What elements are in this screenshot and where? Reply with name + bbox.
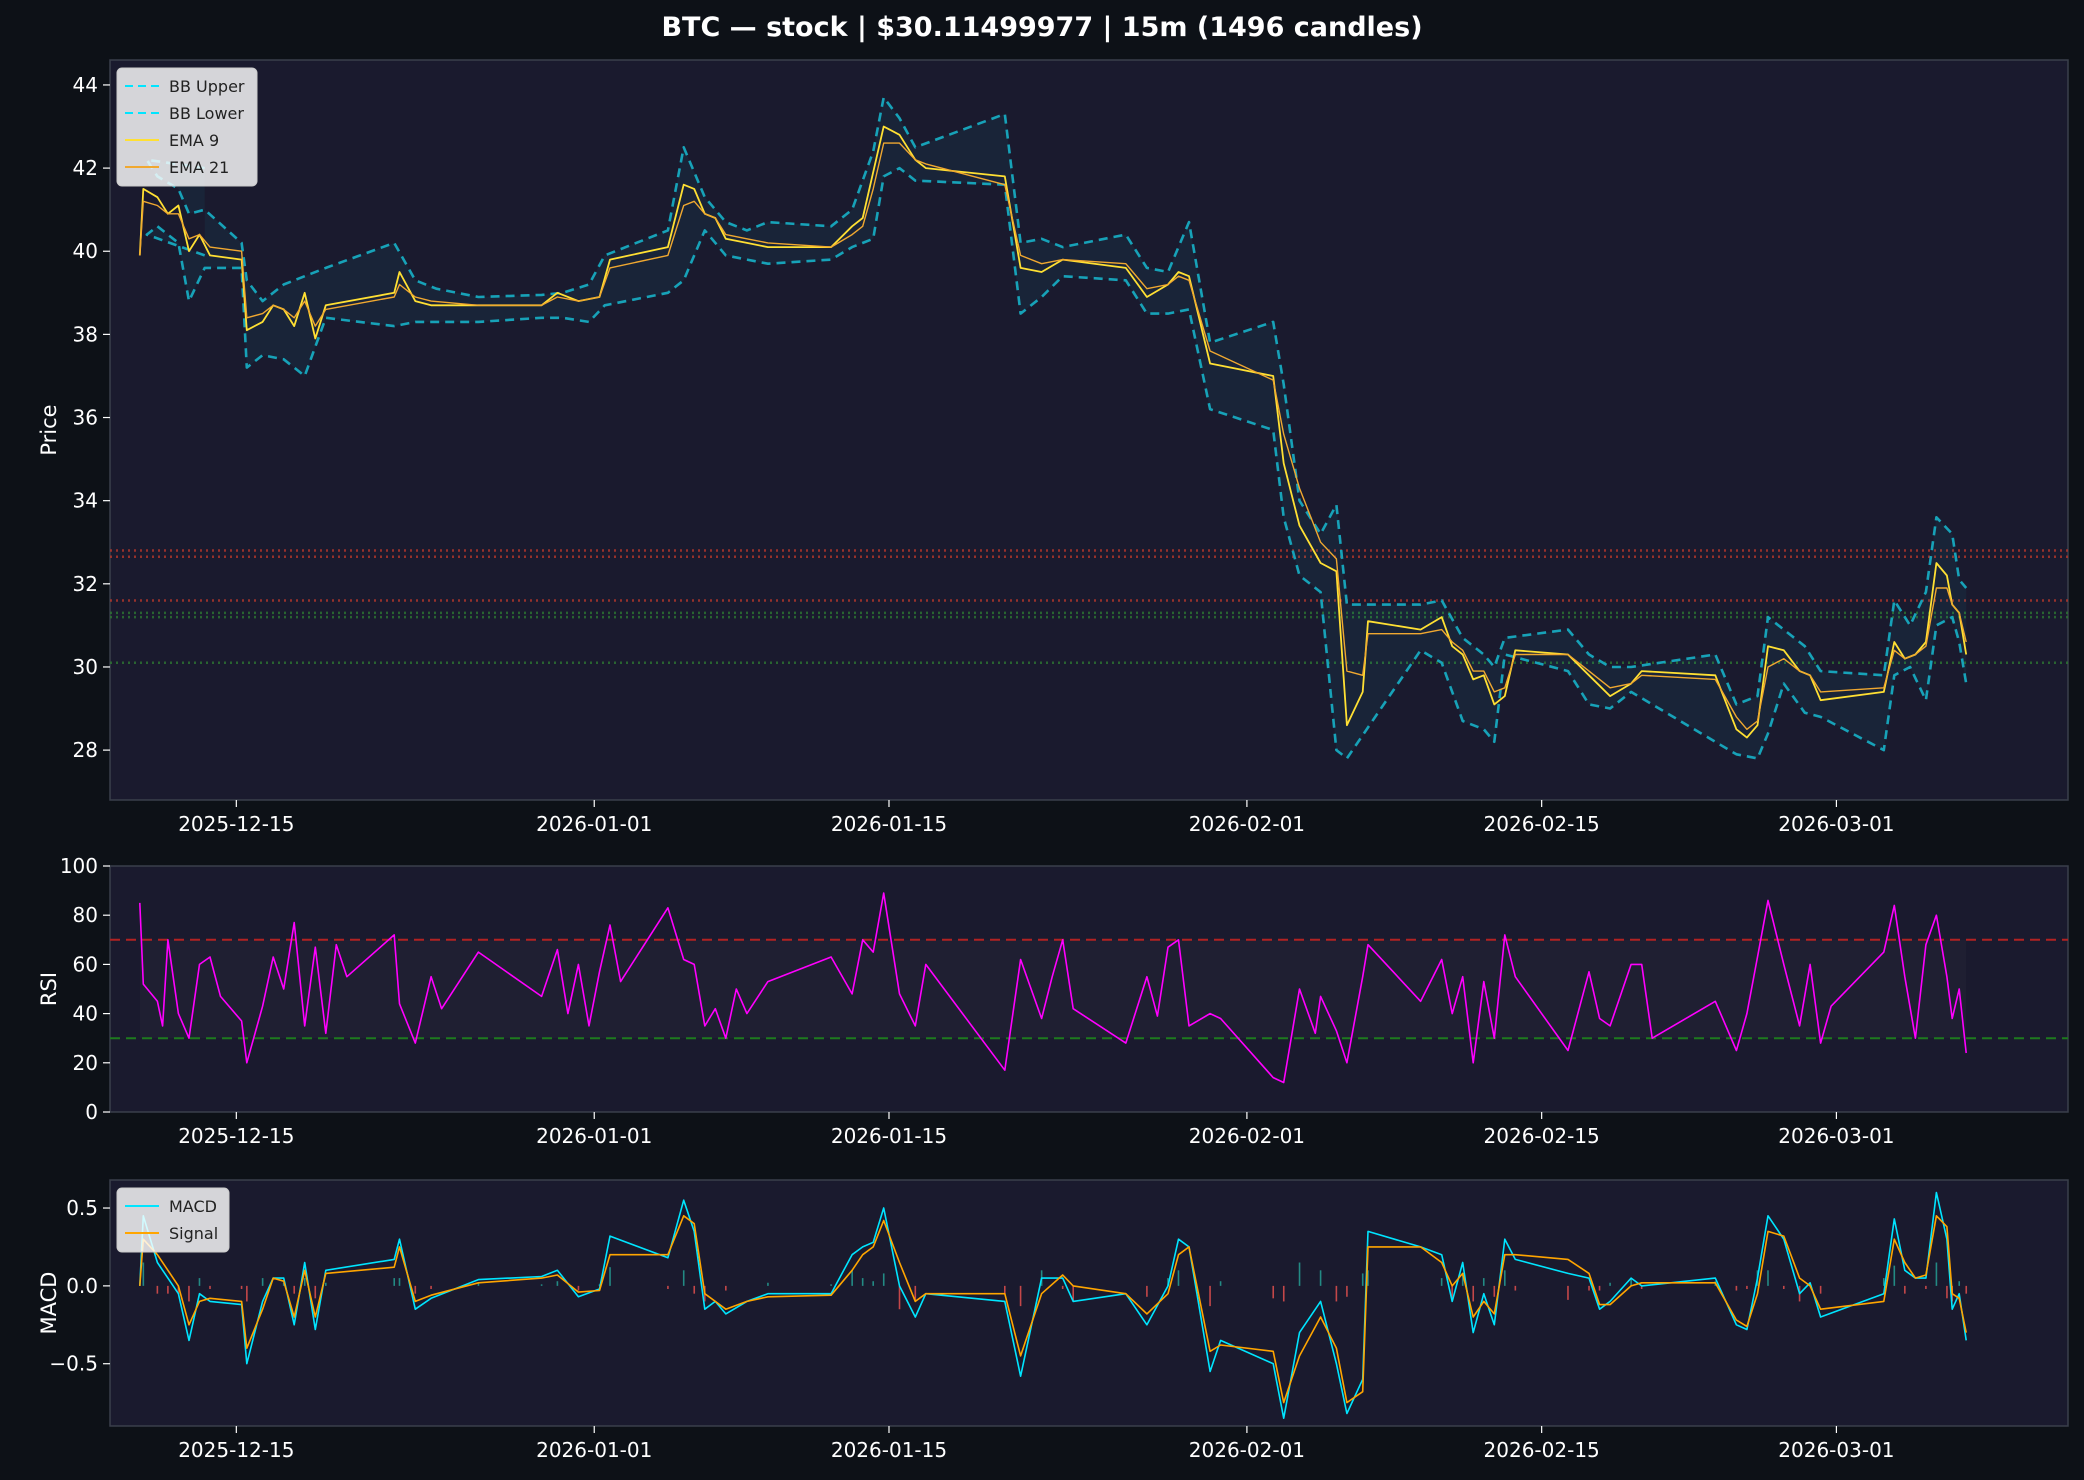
rsi-xtick-label: 2026-02-01 (1189, 1124, 1305, 1148)
legend-label: MACD (169, 1197, 217, 1216)
rsi-ytick-label: 60 (73, 952, 98, 976)
price-ytick-label: 28 (73, 738, 98, 762)
price-ytick-label: 40 (73, 239, 98, 263)
price-ytick-label: 38 (73, 322, 98, 346)
price-ylabel: Price (37, 404, 61, 455)
macd-legend-box (116, 1187, 230, 1253)
macd-legend: MACD Signal (116, 1187, 230, 1253)
rsi-xtick-label: 2026-01-01 (536, 1124, 652, 1148)
rsi-plot-area (109, 865, 2069, 1113)
panels-group: 28 30 32 34 36 38 40 42 44 2025-12-15 2026-01-01 20… (37, 59, 2069, 1462)
price-panel: 28 30 32 34 36 38 40 42 44 2025-12-15 2026-01-01 20… (37, 59, 2069, 836)
legend-label: BB Upper (169, 77, 245, 96)
macd-plot-content (139, 1191, 1968, 1419)
price-xtick-label: 2026-03-01 (1778, 812, 1894, 836)
legend-label: Signal (169, 1224, 218, 1243)
rsi-ytick-label: 100 (60, 854, 98, 878)
price-ytick-label: 32 (73, 572, 98, 596)
rsi-series-line (139, 892, 1967, 1084)
macd-ylabel: MACD (37, 1272, 61, 1335)
signal-series-line (139, 1215, 1967, 1404)
bb-lower-series-line (145, 166, 1968, 760)
macd-ytick-label: 0.5 (66, 1196, 98, 1220)
macd-xtick-label: 2026-02-15 (1484, 1438, 1600, 1462)
macd-ytick-label: −0.5 (49, 1352, 98, 1376)
rsi-neutral-band (140, 940, 1966, 1038)
rsi-panel: 0 20 40 60 80 100 2025-12-15 2026-01-01 2026-01-… (37, 854, 2069, 1148)
macd-xtick-label: 2026-02-01 (1189, 1438, 1305, 1462)
macd-xtick-label: 2026-01-15 (831, 1438, 947, 1462)
price-legend: BB Upper BB Lower EMA 9 EMA 21 (116, 67, 258, 187)
price-ytick-label: 44 (73, 73, 98, 97)
macd-xtick-label: 2025-12-15 (178, 1438, 294, 1462)
rsi-ytick-label: 40 (73, 1002, 98, 1026)
rsi-xtick-label: 2026-01-15 (831, 1124, 947, 1148)
rsi-xtick-label: 2026-02-15 (1484, 1124, 1600, 1148)
macd-panel: −0.5 0.0 0.5 2025-12-15 2026-01-01 2026-01-15… (37, 1179, 2069, 1462)
chart-title: BTC — stock | $30.11499977 | 15m (1496 c… (661, 12, 1422, 43)
ema-21-series-line (139, 142, 1967, 730)
rsi-plot-content (110, 892, 2068, 1084)
price-xtick-label: 2026-02-01 (1189, 812, 1305, 836)
rsi-ytick-label: 80 (73, 903, 98, 927)
price-xtick-label: 2026-01-15 (831, 812, 947, 836)
price-xtick-label: 2026-02-15 (1484, 812, 1600, 836)
rsi-ylabel: RSI (37, 972, 61, 1006)
legend-label: EMA 21 (169, 158, 229, 177)
bb-upper-series-line (145, 96, 1968, 706)
ema-9-series-line (138, 125, 1968, 739)
price-plot-content (110, 96, 2068, 760)
price-ytick-label: 30 (73, 655, 98, 679)
price-ytick-label: 34 (73, 489, 98, 513)
price-ytick-label: 36 (73, 406, 98, 430)
macd-ytick-label: 0.0 (66, 1274, 98, 1298)
price-xtick-label: 2025-12-15 (178, 812, 294, 836)
price-ytick-label: 42 (73, 156, 98, 180)
rsi-xtick-label: 2025-12-15 (178, 1124, 294, 1148)
price-plot-area (109, 59, 2069, 801)
price-xtick-label: 2026-01-01 (536, 812, 652, 836)
legend-label: EMA 9 (169, 131, 219, 150)
legend-label: BB Lower (169, 104, 244, 123)
rsi-ytick-label: 0 (85, 1100, 98, 1124)
macd-plot-area (109, 1179, 2069, 1427)
macd-xtick-label: 2026-03-01 (1778, 1438, 1894, 1462)
rsi-xtick-label: 2026-03-01 (1778, 1124, 1894, 1148)
macd-xtick-label: 2026-01-01 (536, 1438, 652, 1462)
rsi-ytick-label: 20 (73, 1051, 98, 1075)
price-legend-box (116, 67, 258, 187)
